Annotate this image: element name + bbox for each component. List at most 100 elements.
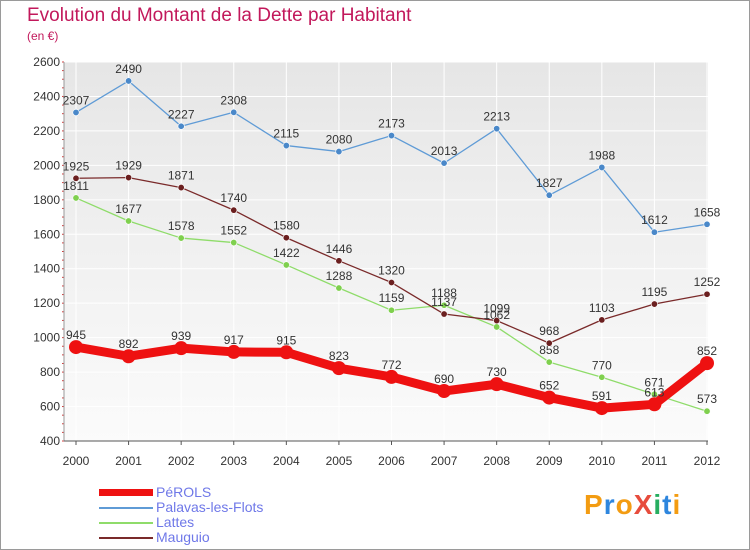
data-label-lattes: 1578 <box>168 219 195 233</box>
data-label-mauguio: 1925 <box>63 159 90 173</box>
data-point-lattes <box>125 217 133 225</box>
data-point-perols <box>279 345 294 360</box>
y-tick-label: 1800 <box>33 193 60 207</box>
y-tick-label: 2200 <box>33 124 60 138</box>
data-label-mauguio: 1195 <box>642 285 668 299</box>
y-tick-label: 1200 <box>33 296 60 310</box>
x-tick-label: 2004 <box>273 454 300 468</box>
data-point-lattes <box>282 261 290 269</box>
x-tick-label: 2002 <box>168 454 195 468</box>
data-point-palavas <box>177 122 185 130</box>
data-label-lattes: 1062 <box>483 308 510 322</box>
data-label-perols: 945 <box>66 328 86 342</box>
data-point-mauguio <box>230 206 238 214</box>
data-point-mauguio <box>545 339 553 347</box>
data-label-mauguio: 1929 <box>115 159 142 173</box>
data-label-perols: 652 <box>539 379 559 393</box>
y-tick-label: 800 <box>40 365 60 379</box>
y-tick-label: 400 <box>40 434 60 448</box>
x-tick-label: 2009 <box>536 454 563 468</box>
data-point-mauguio <box>387 279 395 287</box>
legend-label-lattes: Lattes <box>156 514 195 530</box>
x-tick-label: 2011 <box>642 454 668 468</box>
y-tick-label: 1000 <box>33 331 60 345</box>
data-label-perols: 917 <box>224 333 244 347</box>
data-label-perols: 892 <box>119 337 139 351</box>
data-label-palavas: 2307 <box>63 93 90 107</box>
logo-letter: X <box>633 489 654 520</box>
x-tick-label: 2012 <box>694 454 721 468</box>
data-point-perols <box>174 341 189 356</box>
chart-title: Evolution du Montant de la Dette par Hab… <box>27 5 412 26</box>
data-point-palavas <box>703 220 711 228</box>
data-point-perols <box>331 361 346 376</box>
x-tick-label: 2003 <box>220 454 247 468</box>
data-point-palavas <box>650 228 658 236</box>
data-label-palavas: 1827 <box>536 176 563 190</box>
data-point-mauguio <box>650 300 658 308</box>
x-tick-label: 2008 <box>483 454 510 468</box>
data-label-perols: 852 <box>697 344 717 358</box>
data-point-palavas <box>545 191 553 199</box>
data-point-perols <box>489 377 504 392</box>
data-label-palavas: 2227 <box>168 107 195 121</box>
data-point-perols <box>69 340 83 355</box>
data-point-lattes <box>545 358 553 366</box>
x-tick-label: 2006 <box>378 454 405 468</box>
data-point-perols <box>437 384 452 399</box>
data-point-mauguio <box>703 290 711 298</box>
data-label-perols: 730 <box>487 365 507 379</box>
x-tick-label: 2005 <box>326 454 353 468</box>
data-label-palavas: 2080 <box>326 133 353 147</box>
data-point-palavas <box>387 132 395 140</box>
data-label-perols: 915 <box>276 333 296 347</box>
data-point-mauguio <box>282 234 290 242</box>
data-point-mauguio <box>72 174 80 182</box>
data-label-mauguio: 968 <box>539 324 559 338</box>
data-point-lattes <box>72 194 80 202</box>
data-label-mauguio: 1740 <box>220 191 247 205</box>
data-point-perols <box>226 344 241 359</box>
chart-subtitle: (en €) <box>27 29 59 43</box>
data-point-lattes <box>598 373 606 381</box>
y-tick-label: 2600 <box>33 55 60 69</box>
data-label-lattes: 1288 <box>326 269 353 283</box>
legend-swatch-mauguio <box>99 537 153 539</box>
y-tick-label: 1400 <box>33 262 60 276</box>
data-label-lattes: 671 <box>644 375 664 389</box>
data-point-perols <box>594 401 609 416</box>
data-point-mauguio <box>440 310 448 318</box>
data-label-lattes: 1811 <box>63 179 89 193</box>
data-point-perols <box>542 390 557 405</box>
data-label-palavas: 2013 <box>431 144 458 158</box>
data-point-mauguio <box>177 184 185 192</box>
data-label-lattes: 1552 <box>220 224 247 238</box>
data-label-mauguio: 1446 <box>326 242 353 256</box>
data-label-mauguio: 1137 <box>431 295 457 309</box>
data-point-lattes <box>703 407 711 415</box>
data-point-perols <box>647 397 662 412</box>
data-label-lattes: 1188 <box>431 286 457 300</box>
data-point-perols <box>121 349 136 364</box>
data-point-mauguio <box>125 174 133 182</box>
legend-label-mauguio: Mauguio <box>156 529 210 545</box>
data-label-perols: 690 <box>434 372 454 386</box>
data-label-palavas: 2213 <box>483 110 510 124</box>
data-label-mauguio: 1580 <box>273 219 300 233</box>
data-label-perols: 613 <box>644 385 664 399</box>
data-point-mauguio <box>493 317 501 325</box>
data-point-lattes <box>177 234 185 242</box>
data-point-palavas <box>493 125 501 133</box>
logo-letter: t <box>662 489 673 520</box>
legend-swatch-perols <box>99 489 153 496</box>
data-label-perols: 591 <box>592 389 612 403</box>
data-point-lattes <box>230 239 238 247</box>
data-label-palavas: 1612 <box>641 213 668 227</box>
data-point-mauguio <box>335 257 343 265</box>
data-label-lattes: 770 <box>592 358 612 372</box>
legend-label-perols: PéROLS <box>156 484 212 500</box>
data-point-mauguio <box>598 316 606 324</box>
y-tick-label: 2400 <box>33 89 60 103</box>
